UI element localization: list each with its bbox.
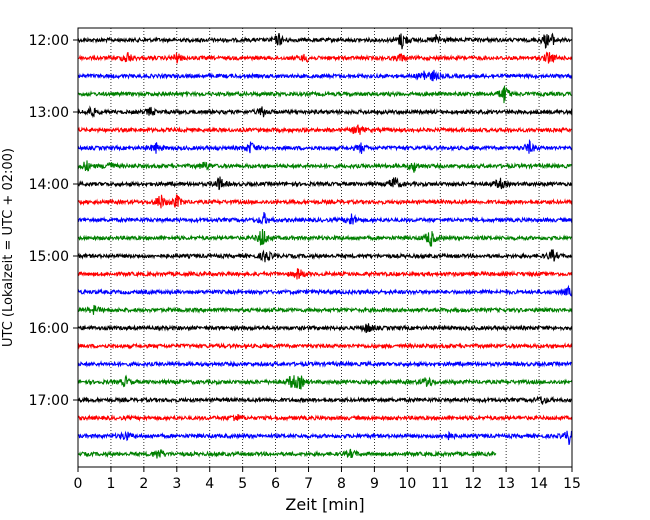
y-tick-label: 13:00	[29, 105, 69, 121]
x-tick-label: 12	[464, 476, 482, 492]
trace-1315	[77, 124, 573, 135]
y-tick-label: 14:00	[29, 177, 69, 193]
x-tick-label: 7	[304, 476, 313, 492]
trace-1445	[77, 228, 573, 247]
trace-1400	[77, 176, 573, 191]
trace-1300	[77, 105, 573, 119]
x-tick-label: 15	[563, 476, 581, 492]
trace-1645	[77, 374, 573, 390]
y-tick-label: 12:00	[29, 33, 69, 49]
x-tick-label: 9	[370, 476, 379, 492]
vertical-grid	[110, 28, 540, 467]
trace-1630	[77, 360, 573, 368]
trace-1230	[77, 69, 573, 82]
y-axis: 12:00 13:00 14:00 15:00 16:00 17:00	[29, 33, 78, 409]
trace-1330	[77, 138, 573, 154]
x-tick-label: 5	[238, 476, 247, 492]
x-tick-label: 0	[74, 476, 83, 492]
trace-1715	[77, 413, 573, 422]
y-tick-label: 15:00	[29, 249, 69, 265]
trace-1345	[77, 160, 573, 173]
x-tick-label: 2	[139, 476, 148, 492]
trace-1530	[77, 284, 573, 297]
x-tick-label: 14	[530, 476, 548, 492]
seismic-traces	[77, 32, 573, 459]
trace-1215	[77, 51, 573, 64]
x-tick-label: 3	[172, 476, 181, 492]
trace-1245	[77, 85, 573, 104]
trace-1600	[77, 323, 573, 334]
x-tick-label: 13	[497, 476, 515, 492]
trace-1700	[77, 395, 573, 405]
trace-1615	[77, 342, 573, 350]
y-tick-label: 16:00	[29, 321, 69, 337]
x-tick-label: 11	[431, 476, 449, 492]
trace-1730	[77, 430, 573, 445]
y-tick-label: 17:00	[29, 393, 69, 409]
y-axis-label: UTC (Lokalzeit = UTC + 02:00)	[1, 148, 16, 347]
trace-1200	[77, 32, 573, 50]
trace-1515	[77, 268, 573, 280]
trace-1430	[77, 212, 573, 225]
trace-1415	[77, 194, 573, 209]
x-tick-label: 8	[337, 476, 346, 492]
trace-1500	[77, 249, 573, 263]
trace-1545	[78, 304, 573, 315]
x-axis-label: Zeit [min]	[285, 495, 364, 514]
x-tick-label: 4	[205, 476, 214, 492]
x-tick-label: 10	[398, 476, 416, 492]
x-axis: 0 1 2 3 4 5 6 7 8 9 10 11 12 13 14 15	[74, 467, 581, 492]
trace-1745	[77, 448, 497, 459]
plot-frame	[77, 27, 573, 468]
x-tick-label: 1	[106, 476, 115, 492]
x-tick-label: 6	[271, 476, 280, 492]
